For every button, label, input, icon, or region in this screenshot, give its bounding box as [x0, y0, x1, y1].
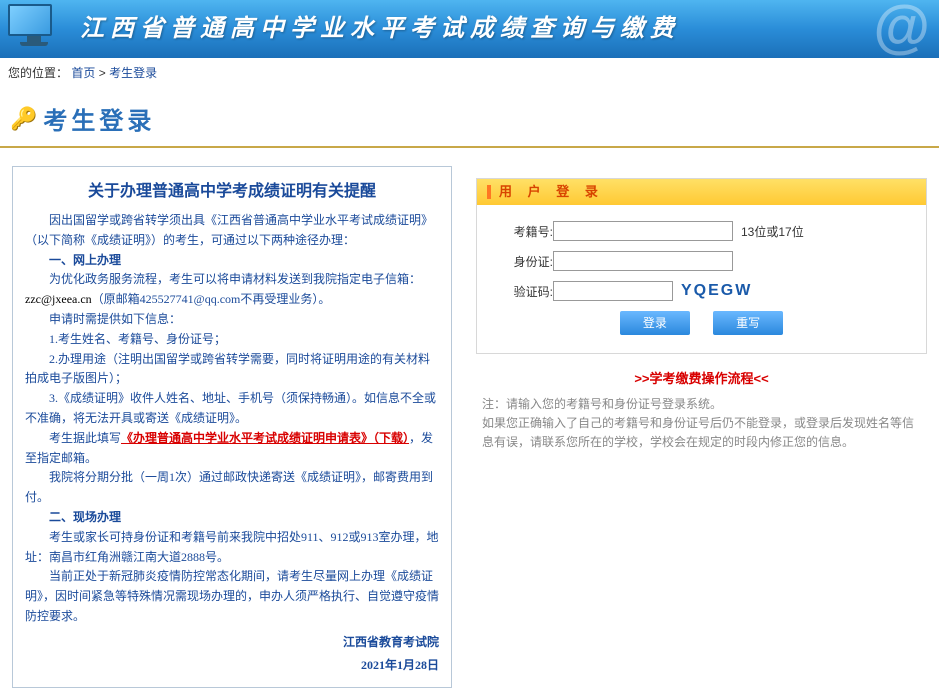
login-form: 考籍号: 13位或17位 身份证: 验证码: YQEGW 登录 重写 [477, 205, 926, 339]
notice-p5: 2.办理用途（注明出国留学或跨省转学需要，同时将证明用途的有关材料拍成电子版图片… [25, 350, 439, 390]
notice-h1: 一、网上办理 [25, 253, 121, 267]
breadcrumb-home-link[interactable]: 首页 [71, 66, 95, 80]
notice-p6: 3.《成绩证明》收件人姓名、地址、手机号（须保持畅通）。如信息不全或不准确，将无… [25, 389, 439, 429]
notice-download-link[interactable]: 《办理普通高中学业水平考试成绩证明申请表》（下载） [121, 431, 409, 445]
right-column: 用 户 登 录 考籍号: 13位或17位 身份证: 验证码: YQEGW [476, 166, 927, 453]
notice-sign1: 江西省教育考试院 [25, 633, 439, 650]
button-row: 登录 重写 [497, 311, 906, 335]
flow-link[interactable]: >>学考缴费操作流程<< [634, 371, 768, 386]
notice-p3: 申请时需提供如下信息： [25, 310, 439, 330]
input-kjh[interactable] [553, 221, 733, 241]
page-title: 考生登录 [43, 101, 155, 136]
banner-title: 江西省普通高中学业水平考试成绩查询与缴费 [0, 0, 939, 58]
notice-p10: 当前正处于新冠肺炎疫情防控常态化期间，请考生尽量网上办理《成绩证明》，因时间紧急… [25, 567, 439, 626]
hint-kjh: 13位或17位 [741, 223, 804, 240]
content: 关于办理普通高中学考成绩证明有关提醒 因出国留学或跨省转学须出具《江西省普通高中… [0, 158, 939, 700]
label-kjh: 考籍号: [497, 223, 553, 240]
page-title-row: 🔑 考生登录 [0, 87, 939, 146]
flow-link-wrap: >>学考缴费操作流程<< [476, 368, 927, 387]
label-yzm: 验证码: [497, 283, 553, 300]
input-yzm[interactable] [553, 281, 673, 301]
label-sfz: 身份证: [497, 253, 553, 270]
notice-title: 关于办理普通高中学考成绩证明有关提醒 [25, 177, 439, 201]
input-sfz[interactable] [553, 251, 733, 271]
notice-box: 关于办理普通高中学考成绩证明有关提醒 因出国留学或跨省转学须出具《江西省普通高中… [12, 166, 452, 688]
at-decor-icon: @ [872, 0, 929, 58]
breadcrumb-current-link[interactable]: 考生登录 [109, 66, 157, 80]
notice-p7: 考生据此填写《办理普通高中学业水平考试成绩证明申请表》（下载），发至指定邮箱。 [25, 429, 439, 469]
login-header-text: 用 户 登 录 [499, 179, 604, 205]
captcha-text[interactable]: YQEGW [681, 282, 752, 300]
login-panel: 用 户 登 录 考籍号: 13位或17位 身份证: 验证码: YQEGW [476, 178, 927, 354]
row-yzm: 验证码: YQEGW [497, 281, 906, 301]
notice-sign2: 2021年1月28日 [25, 656, 439, 673]
notice-p4: 1.考生姓名、考籍号、身份证号； [25, 330, 439, 350]
breadcrumb-sep: > [99, 66, 109, 80]
login-note: 注：请输入您的考籍号和身份证号登录系统。 如果您正确输入了自己的考籍号和身份证号… [476, 395, 927, 453]
monitor-icon [8, 4, 60, 52]
row-sfz: 身份证: [497, 251, 906, 271]
notice-p9: 考生或家长可持身份证和考籍号前来我院中招处911、912或913室办理，地址：南… [25, 528, 439, 568]
divider [0, 146, 939, 148]
header-banner: 江西省普通高中学业水平考试成绩查询与缴费 @ [0, 0, 939, 58]
breadcrumb: 您的位置： 首页 > 考生登录 [0, 58, 939, 87]
breadcrumb-prefix: 您的位置： [8, 66, 68, 80]
reset-button[interactable]: 重写 [713, 311, 783, 335]
notice-p8: 我院将分期分批（一周1次）通过邮政快递寄送《成绩证明》，邮寄费用到付。 [25, 468, 439, 508]
key-icon: 🔑 [10, 106, 37, 132]
notice-body: 因出国留学或跨省转学须出具《江西省普通高中学业水平考试成绩证明》（以下简称《成绩… [25, 211, 439, 627]
login-header: 用 户 登 录 [477, 179, 926, 205]
login-button[interactable]: 登录 [620, 311, 690, 335]
row-kjh: 考籍号: 13位或17位 [497, 221, 906, 241]
notice-p2: 为优化政务服务流程，考生可以将申请材料发送到我院指定电子信箱：zzc@jxeea… [25, 270, 439, 310]
notice-h2: 二、现场办理 [25, 510, 121, 524]
notice-p1: 因出国留学或跨省转学须出具《江西省普通高中学业水平考试成绩证明》（以下简称《成绩… [25, 211, 439, 251]
login-header-bar-icon [487, 185, 491, 199]
notice-email: zzc@jxeea.cn [25, 292, 92, 306]
